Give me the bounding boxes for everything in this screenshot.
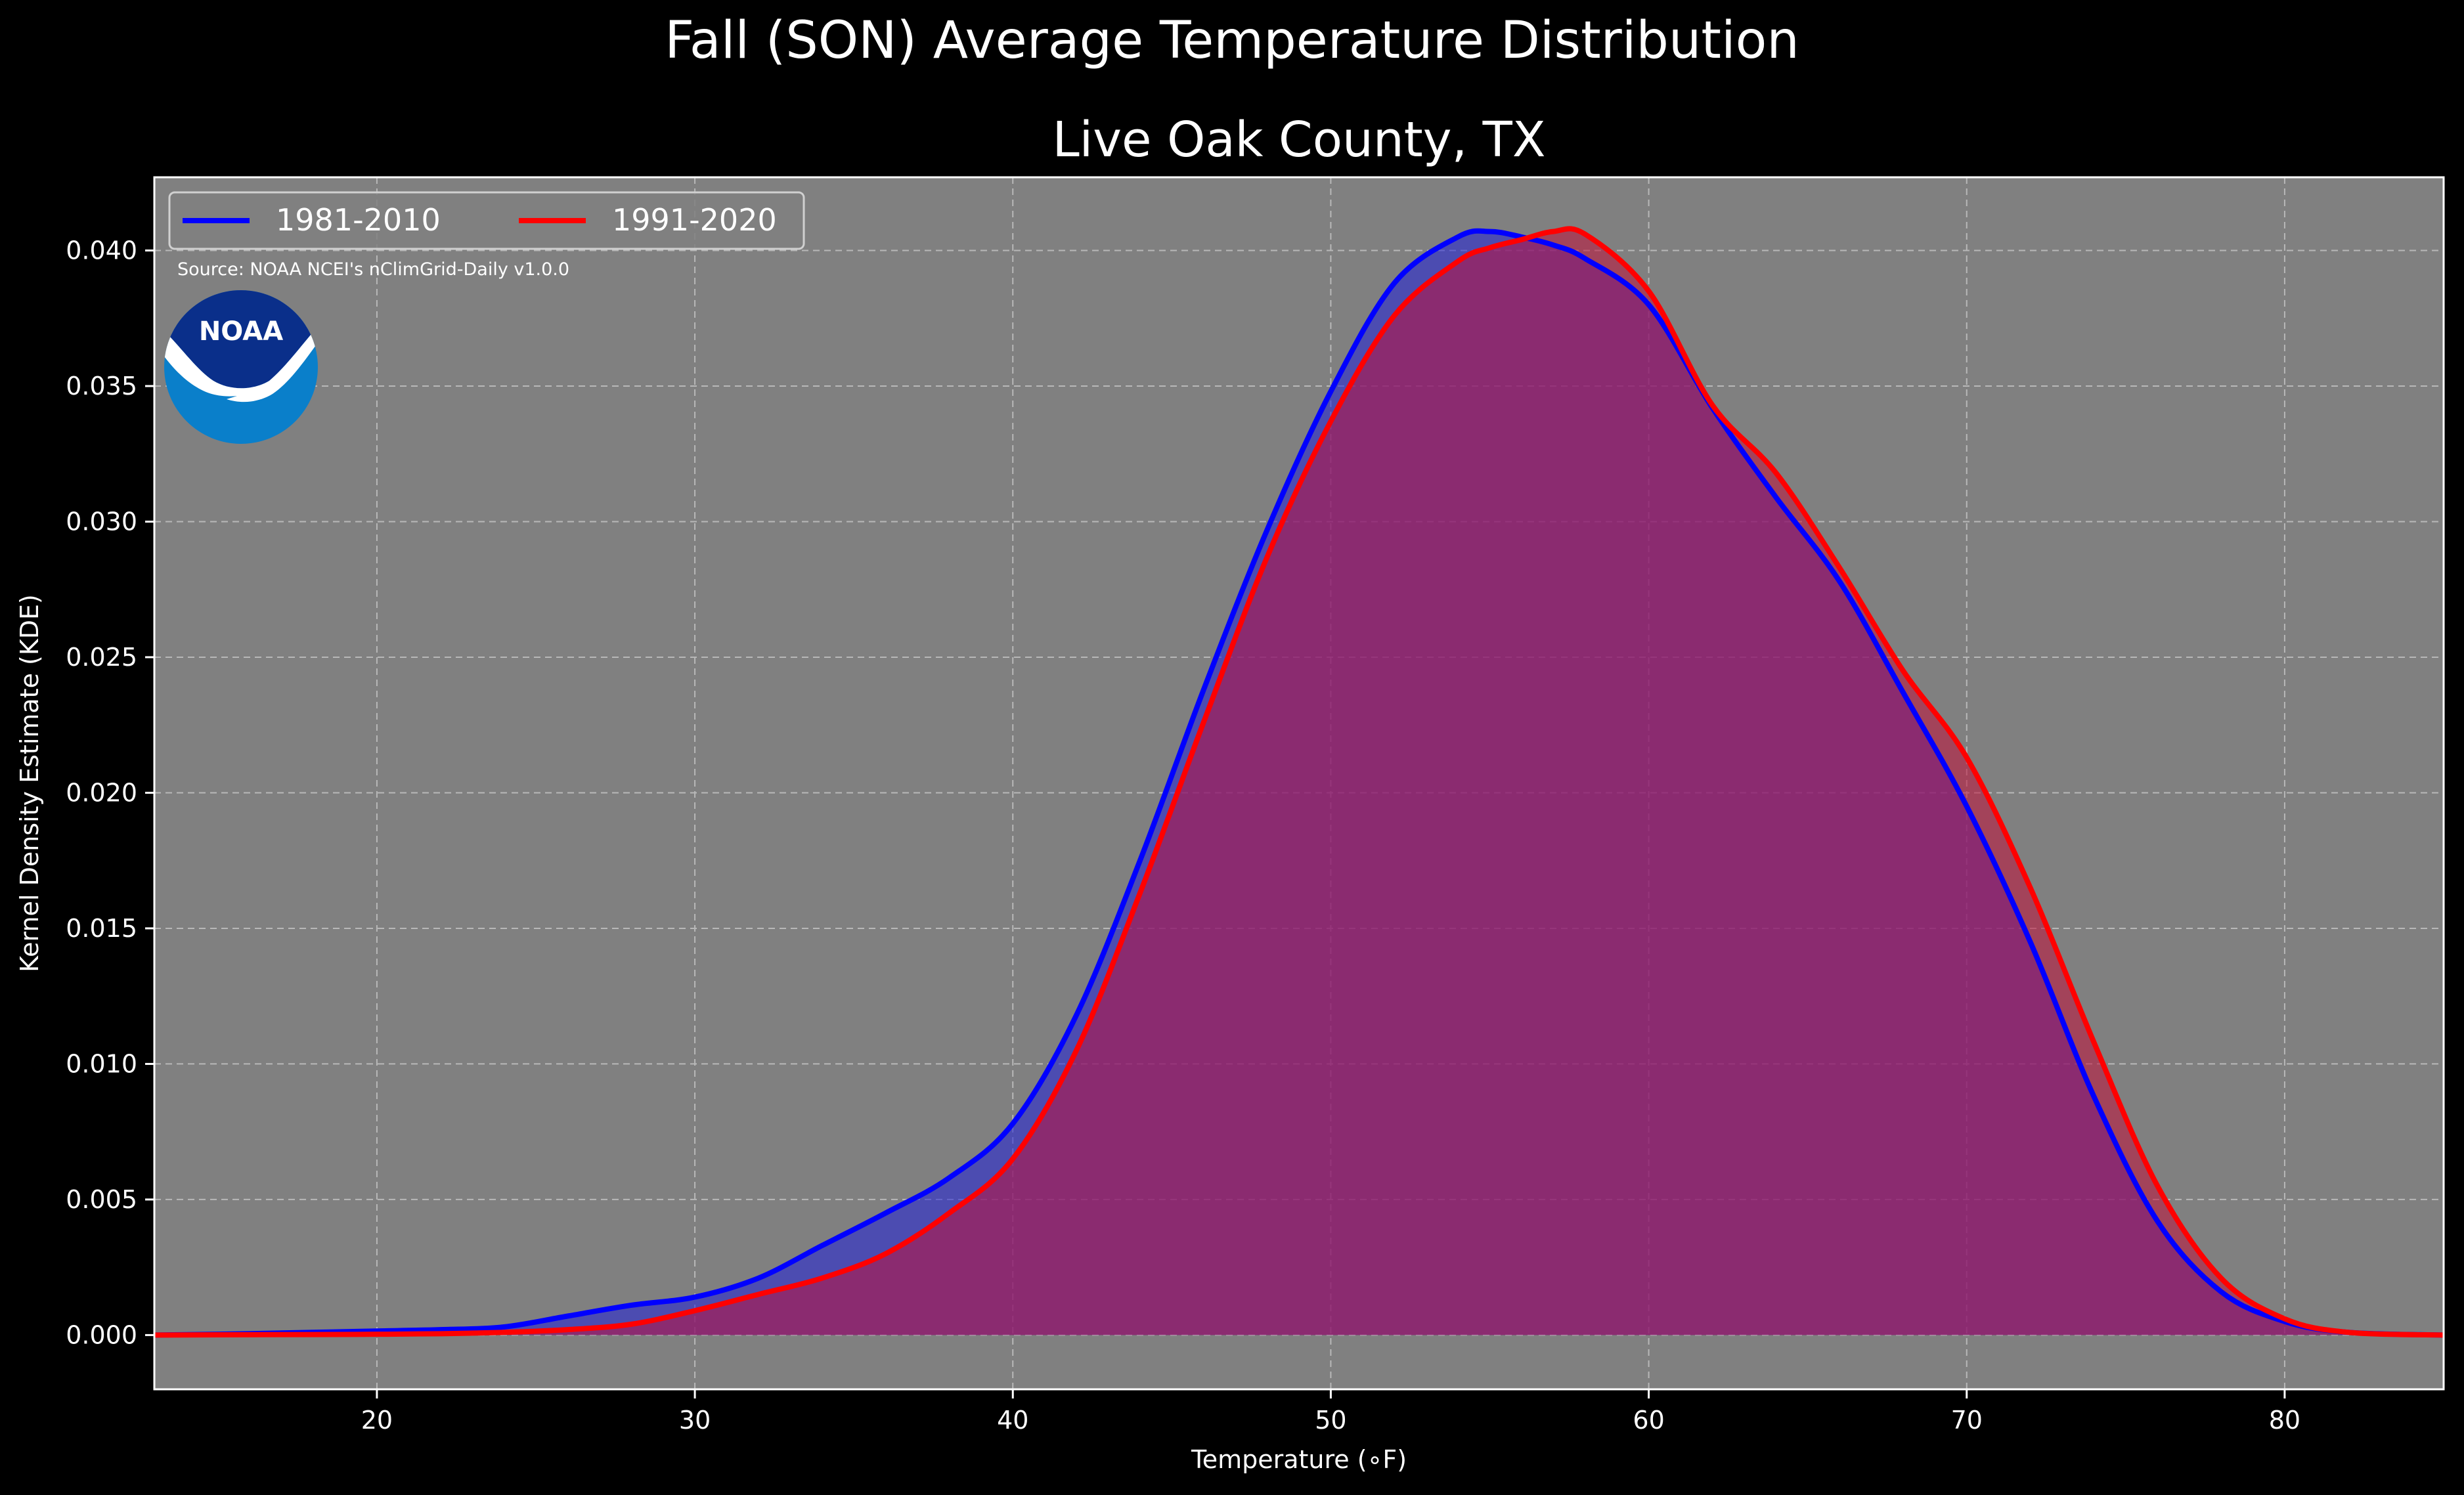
x-axis-label: Temperature (∘F) (1191, 1445, 1407, 1474)
series-lines (154, 226, 2444, 1338)
x-axis-ticks: 20 30 40 50 60 70 80 (361, 1389, 2300, 1435)
y-tick-label-3: 0.015 (66, 914, 137, 943)
y-tick-label-6: 0.030 (66, 507, 137, 536)
y-tick-label-7: 0.035 (66, 372, 137, 401)
y-tick-label-5: 0.025 (66, 643, 137, 672)
figure-suptitle: Fall (SON) Average Temperature Distribut… (665, 11, 1799, 70)
x-tick-label-40: 40 (997, 1406, 1028, 1435)
axes-title: Live Oak County, TX (1052, 112, 1545, 168)
series-fills (154, 228, 2444, 1335)
y-tick-label-1: 0.005 (66, 1185, 137, 1214)
y-axis-label: Kernel Density Estimate (KDE) (15, 594, 44, 972)
y-axis-ticks: 0.000 0.005 0.010 0.015 0.020 0.025 0.030 0.035… (66, 236, 154, 1349)
x-tick-label-60: 60 (1633, 1406, 1664, 1435)
y-tick-label-2: 0.010 (66, 1049, 137, 1078)
legend: 1981-2010 1991-2020 (168, 191, 805, 250)
plot-frame (153, 176, 2445, 1391)
source-annotation: Source: NOAA NCEI's nClimGrid-Daily v1.0… (177, 259, 569, 280)
legend-label-1981-2010: 1981-2010 (276, 202, 441, 238)
y-tick-label-0: 0.000 (66, 1320, 137, 1349)
line-1981-2010 (154, 228, 2444, 1338)
area-1991-2020 (154, 228, 2444, 1335)
y-tick-label-4: 0.020 (66, 778, 137, 807)
y-tick-label-8: 0.040 (66, 236, 137, 265)
line-1991-2020 (154, 226, 2444, 1338)
x-tick-label-30: 30 (679, 1406, 711, 1435)
noaa-logo-text: NOAA (199, 316, 283, 347)
legend-box (168, 191, 805, 250)
x-tick-label-70: 70 (1951, 1406, 1983, 1435)
noaa-logo-icon: NOAA (164, 290, 318, 444)
x-tick-label-20: 20 (361, 1406, 393, 1435)
x-tick-label-50: 50 (1315, 1406, 1346, 1435)
legend-label-1991-2020: 1991-2020 (612, 202, 777, 238)
x-tick-label-80: 80 (2269, 1406, 2300, 1435)
